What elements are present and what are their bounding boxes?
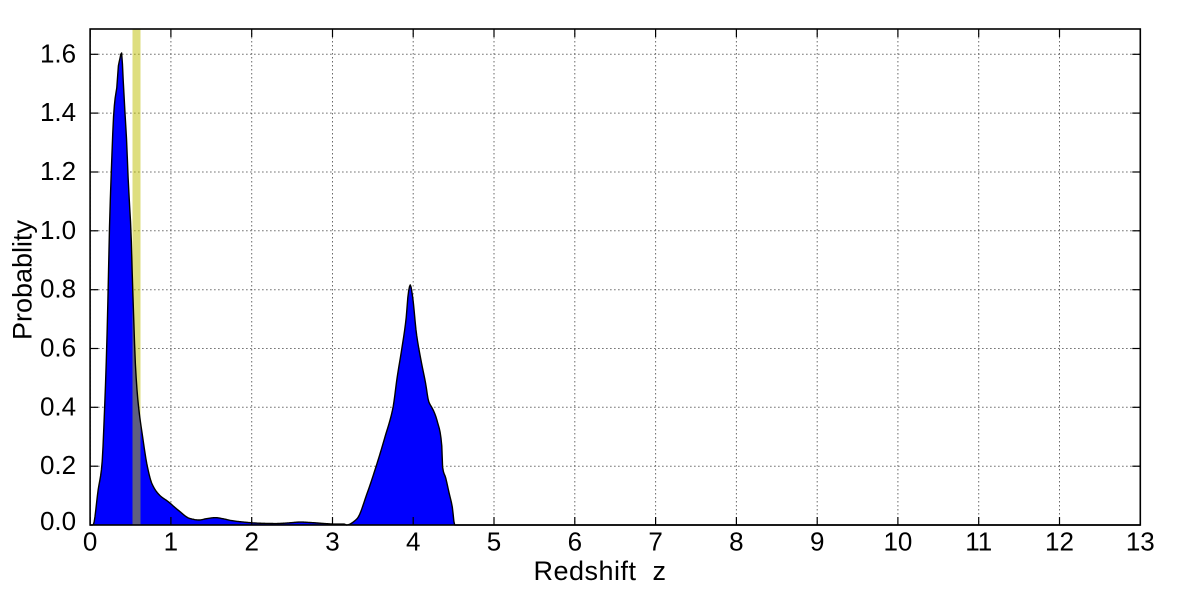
- svg-text:1: 1: [164, 527, 178, 557]
- svg-text:0.0: 0.0: [40, 506, 76, 536]
- svg-text:1.6: 1.6: [40, 38, 76, 68]
- svg-text:0.8: 0.8: [40, 274, 76, 304]
- svg-text:11: 11: [965, 527, 992, 557]
- svg-text:13: 13: [1126, 527, 1155, 557]
- svg-text:9: 9: [810, 527, 824, 557]
- svg-text:6: 6: [568, 527, 582, 557]
- svg-text:5: 5: [487, 527, 501, 557]
- svg-text:10: 10: [883, 527, 912, 557]
- svg-text:1.4: 1.4: [40, 97, 76, 127]
- svg-text:4: 4: [406, 527, 420, 557]
- svg-text:8: 8: [729, 527, 743, 557]
- svg-text:0.2: 0.2: [40, 450, 76, 480]
- svg-text:3: 3: [325, 527, 339, 557]
- svg-text:0.6: 0.6: [40, 333, 76, 363]
- svg-text:2: 2: [244, 527, 258, 557]
- svg-text:7: 7: [648, 527, 662, 557]
- svg-text:12: 12: [1045, 527, 1074, 557]
- svg-text:0: 0: [83, 527, 97, 557]
- svg-text:1.0: 1.0: [40, 215, 76, 245]
- svg-text:0.4: 0.4: [40, 391, 76, 421]
- svg-text:1.2: 1.2: [40, 156, 76, 186]
